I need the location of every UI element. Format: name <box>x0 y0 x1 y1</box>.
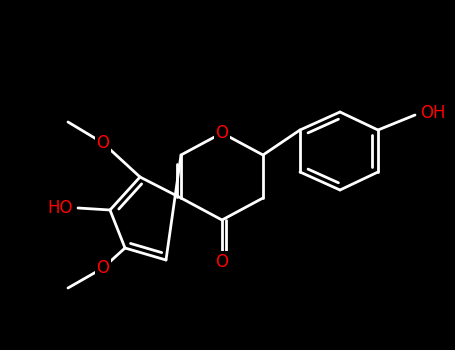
Text: O: O <box>216 253 228 271</box>
Text: O: O <box>216 124 228 142</box>
Text: OH: OH <box>420 104 445 122</box>
Text: O: O <box>96 134 110 152</box>
Text: HO: HO <box>47 199 73 217</box>
Text: O: O <box>96 259 110 277</box>
